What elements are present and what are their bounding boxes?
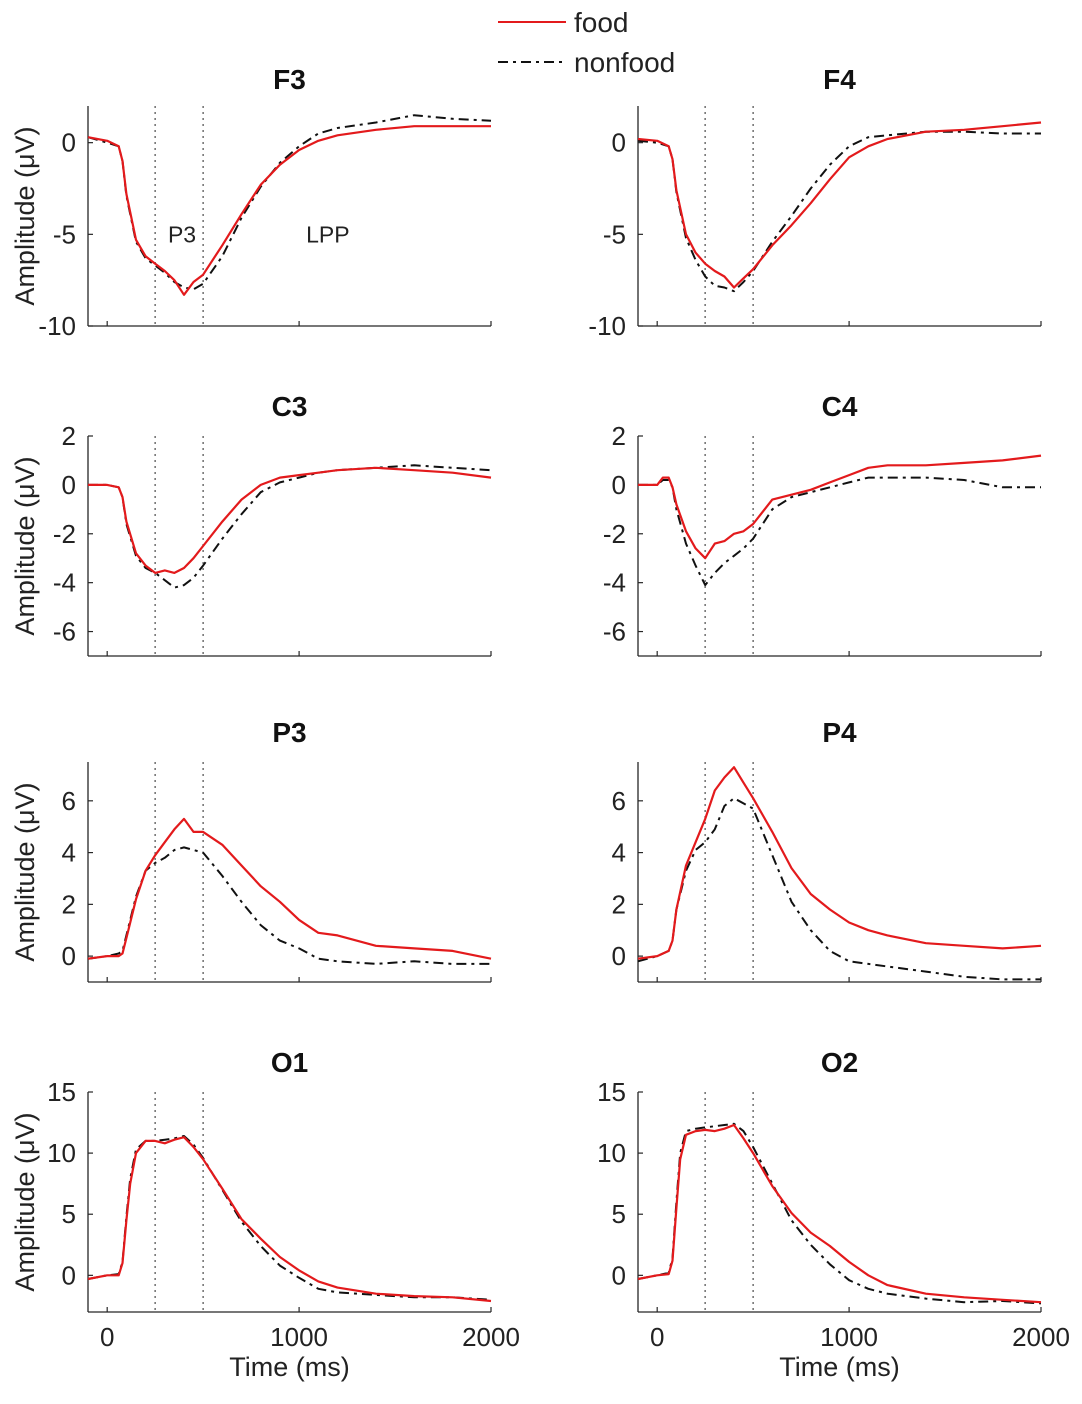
y-tick-label: 2 (62, 421, 76, 451)
y-axis-label: Amplitude (μV) (10, 126, 40, 305)
y-tick-label: 0 (62, 941, 76, 971)
panel-o1: O1 0 5 10 15 0 1000 2000 Time (ms) Amplitude (μV) (10, 1047, 520, 1382)
y-axis-label: Amplitude (μV) (10, 782, 40, 961)
x-tick-label: 2000 (1012, 1322, 1070, 1352)
y-tick-label: 15 (47, 1077, 76, 1107)
y-tick-label: -6 (53, 617, 76, 647)
series-nonfood-line (87, 114, 492, 291)
y-tick-label: 10 (47, 1138, 76, 1168)
y-tick-label: 0 (62, 470, 76, 500)
series-nonfood-line (638, 476, 1041, 587)
panel-title-o2: O2 (821, 1047, 858, 1078)
legend-entry-food: food (498, 7, 629, 38)
y-tick-label: -5 (603, 219, 626, 249)
y-tick-label: 0 (612, 941, 626, 971)
panel-title-f3: F3 (273, 64, 306, 95)
panel-title-p4: P4 (822, 717, 857, 748)
legend-entry-nonfood: nonfood (498, 47, 675, 78)
series-food-line (88, 466, 492, 575)
y-tick-label: 6 (62, 786, 76, 816)
series-nonfood-line (637, 797, 1041, 981)
y-tick-label: 5 (612, 1199, 626, 1229)
panel-f4: F4 0 -5 -10 (588, 64, 1042, 341)
panel-c4: C4 2 0 -2 -4 -6 (603, 391, 1042, 657)
y-axis-label: Amplitude (μV) (10, 456, 40, 635)
y-tick-label: 15 (597, 1077, 626, 1107)
series-food-line (87, 1136, 492, 1303)
series-food-line (638, 454, 1042, 560)
y-tick-label: -10 (588, 311, 626, 341)
x-tick-label: 2000 (462, 1322, 520, 1352)
y-tick-label: -5 (53, 219, 76, 249)
series-food-line (637, 766, 1042, 960)
legend: food nonfood (498, 7, 675, 78)
x-axis-label: Time (ms) (779, 1352, 899, 1382)
panel-p4: P4 0 2 4 6 (612, 717, 1042, 983)
y-tick-label: 2 (62, 889, 76, 919)
series-nonfood-line (637, 1122, 1042, 1305)
x-tick-label: 0 (100, 1322, 114, 1352)
y-tick-label: 5 (62, 1199, 76, 1229)
panels: F3 0 -5 -10 Amplitude (μV) P3 LPP F4 0 -5 -10 C3 2 0 -… (10, 64, 1070, 1382)
panel-p3: P3 0 2 4 6 Amplitude (μV) (10, 717, 492, 983)
y-tick-label: -10 (38, 311, 76, 341)
series-food-line (87, 125, 491, 296)
annotation-lpp: LPP (306, 221, 349, 247)
y-tick-label: 6 (612, 786, 626, 816)
series-nonfood-line (87, 1135, 492, 1301)
y-tick-label: 4 (612, 838, 626, 868)
y-tick-label: 0 (612, 470, 626, 500)
y-tick-label: -2 (603, 519, 626, 549)
panel-o2: O2 0 5 10 15 0 1000 2000 Time (ms) (597, 1047, 1070, 1382)
legend-label-food: food (574, 7, 629, 38)
series-nonfood-line (88, 464, 492, 589)
x-tick-label: 1000 (270, 1322, 328, 1352)
x-axis-label: Time (ms) (229, 1352, 349, 1382)
panel-title-c3: C3 (272, 391, 308, 422)
y-axis-label: Amplitude (μV) (10, 1112, 40, 1291)
y-tick-label: 0 (612, 128, 626, 158)
y-tick-label: 2 (612, 889, 626, 919)
panel-title-f4: F4 (823, 64, 856, 95)
panel-title-o1: O1 (271, 1047, 308, 1078)
y-tick-label: 10 (597, 1138, 626, 1168)
panel-f3: F3 0 -5 -10 Amplitude (μV) P3 LPP (10, 64, 492, 341)
y-tick-label: -6 (603, 617, 626, 647)
y-tick-label: -4 (53, 568, 76, 598)
x-tick-label: 1000 (820, 1322, 878, 1352)
panel-title-c4: C4 (822, 391, 858, 422)
annotation-p3: P3 (168, 221, 196, 247)
series-food-line (87, 817, 492, 960)
panel-title-p3: P3 (272, 717, 306, 748)
series-food-line (637, 1123, 1042, 1304)
y-tick-label: 0 (62, 1260, 76, 1290)
y-tick-label: 4 (62, 838, 76, 868)
x-tick-label: 0 (650, 1322, 664, 1352)
y-tick-label: 2 (612, 421, 626, 451)
y-tick-label: 0 (62, 128, 76, 158)
y-tick-label: -2 (53, 519, 76, 549)
series-food-line (637, 121, 1042, 289)
y-tick-label: -4 (603, 568, 626, 598)
legend-label-nonfood: nonfood (574, 47, 675, 78)
panel-c3: C3 2 0 -2 -4 -6 Amplitude (μV) (10, 391, 492, 657)
series-nonfood-line (637, 130, 1041, 293)
y-tick-label: 0 (612, 1260, 626, 1290)
